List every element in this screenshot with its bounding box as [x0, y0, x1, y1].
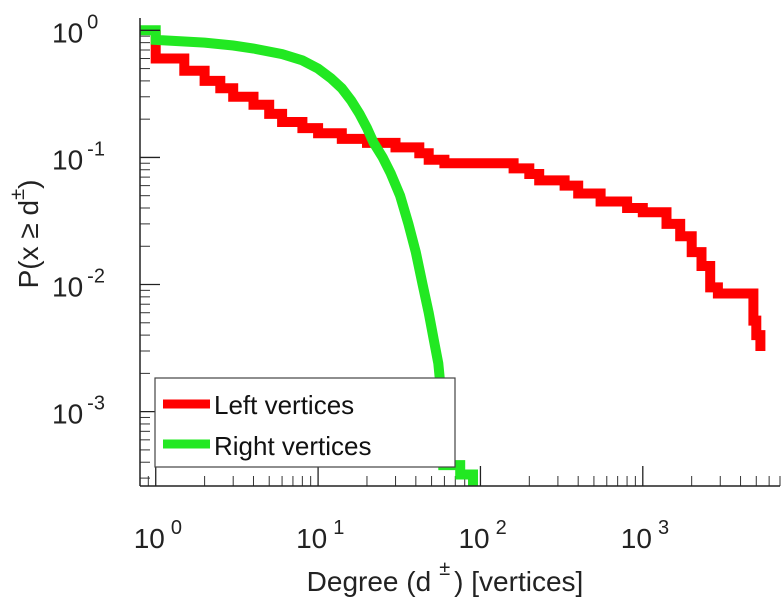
x-tick-labels: 10 0 10 1 10 2 10 3	[134, 517, 669, 554]
y-axis-title: P(x ≥ d±)	[7, 180, 44, 289]
major-ticks	[140, 29, 644, 486]
y-tick-label: 10 -1	[52, 138, 105, 175]
x-axis-title: Degree (d ±) [vertices]	[307, 558, 584, 597]
x-tick-label: 10 1	[296, 517, 344, 554]
x-tick-label: 10 2	[458, 517, 506, 554]
y-tick-label: 10 -2	[52, 266, 105, 303]
x-tick-label: 10 0	[134, 517, 182, 554]
legend: Left vertices Right vertices	[154, 377, 456, 468]
x-tick-label: 10 3	[621, 517, 669, 554]
minor-ticks	[139, 35, 781, 486]
y-tick-label: 10 -3	[52, 393, 105, 430]
legend-label-left: Left vertices	[214, 390, 354, 420]
series-line-0	[150, 30, 766, 351]
y-tick-label: 10 0	[52, 11, 98, 48]
legend-box	[154, 377, 456, 468]
legend-label-right: Right vertices	[214, 431, 372, 461]
